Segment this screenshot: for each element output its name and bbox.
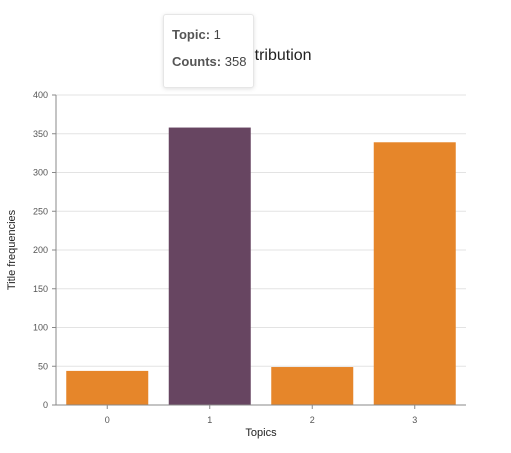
y-tick-label: 150 bbox=[33, 284, 48, 294]
tooltip-counts-key: Counts: bbox=[172, 54, 222, 69]
axes: 0 50 100 150 200 250 300 350 400 0 1 2 3 bbox=[33, 90, 466, 425]
tooltip-topic-value: 1 bbox=[213, 27, 221, 42]
x-tick-label: 1 bbox=[207, 415, 212, 425]
x-tick-label: 3 bbox=[412, 415, 417, 425]
y-tick-label: 0 bbox=[43, 400, 48, 410]
y-tick-label: 100 bbox=[33, 323, 48, 333]
x-tick-label: 2 bbox=[310, 415, 315, 425]
y-tick-label: 50 bbox=[38, 361, 48, 371]
bar-topic-1[interactable] bbox=[168, 127, 251, 406]
y-tick-label: 300 bbox=[33, 168, 48, 178]
tooltip-topic-line: Topic: 1 bbox=[172, 27, 245, 54]
bar-topic-3[interactable] bbox=[373, 142, 456, 405]
y-tick-label: 350 bbox=[33, 129, 48, 139]
y-axis-title: Title frequencies bbox=[6, 209, 18, 290]
tooltip-counts-line: Counts: 358 bbox=[172, 54, 247, 81]
y-tick-label: 250 bbox=[33, 206, 48, 216]
y-tick-label: 200 bbox=[33, 245, 48, 255]
x-tick-label: 0 bbox=[105, 415, 110, 425]
x-axis-title: Topics bbox=[245, 427, 277, 439]
y-tick-label: 400 bbox=[33, 90, 48, 100]
bar-topic-0[interactable] bbox=[66, 370, 149, 405]
tooltip-counts-value: 358 bbox=[224, 54, 247, 69]
tooltip-topic-key: Topic: bbox=[172, 27, 211, 42]
bars bbox=[66, 127, 456, 406]
bar-topic-2[interactable] bbox=[271, 367, 354, 405]
bar-tooltip: Topic: 1 Counts: 358 bbox=[163, 14, 254, 88]
gridlines bbox=[56, 94, 466, 367]
